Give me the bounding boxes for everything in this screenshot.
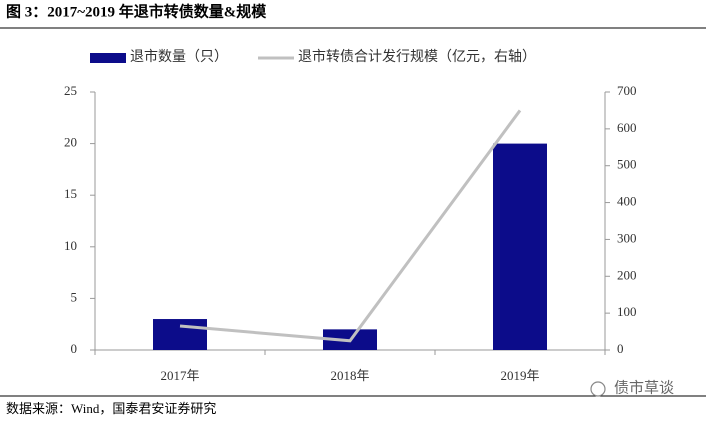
bar xyxy=(153,319,207,350)
source: 数据来源：Wind，国泰君安证券研究 xyxy=(6,401,216,416)
x-tick-label: 2019年 xyxy=(500,368,539,383)
line xyxy=(179,109,522,343)
watermark-icon xyxy=(590,381,606,397)
y2-tick-label: 500 xyxy=(617,157,637,172)
watermark-text: 债市草谈 xyxy=(614,379,674,396)
y-tick-label: 5 xyxy=(71,289,78,304)
y-tick-label: 0 xyxy=(71,341,78,356)
chart-title: 图 3：2017~2019 年退市转债数量&规模 xyxy=(6,2,267,20)
x-tick-label: 2017年 xyxy=(160,368,199,383)
watermark: 债市草谈 xyxy=(590,379,674,397)
y-tick-label: 20 xyxy=(64,135,77,150)
y2-tick-label: 700 xyxy=(617,83,637,98)
legend-label: 退市转债合计发行规模（亿元，右轴） xyxy=(298,48,536,65)
y-tick-label: 25 xyxy=(64,83,77,98)
y-tick-label: 15 xyxy=(64,186,77,201)
y2-tick-label: 400 xyxy=(617,194,637,209)
y2-tick-label: 300 xyxy=(617,230,637,245)
legend-swatch xyxy=(90,53,126,63)
y2-tick-label: 600 xyxy=(617,120,637,135)
y2-tick-label: 200 xyxy=(617,267,637,282)
bar xyxy=(493,143,547,350)
y2-tick-label: 100 xyxy=(617,304,637,319)
y-tick-label: 10 xyxy=(64,238,77,253)
y2-tick-label: 0 xyxy=(617,341,624,356)
x-tick-label: 2018年 xyxy=(330,368,369,383)
legend-label: 退市数量（只） xyxy=(130,48,228,65)
